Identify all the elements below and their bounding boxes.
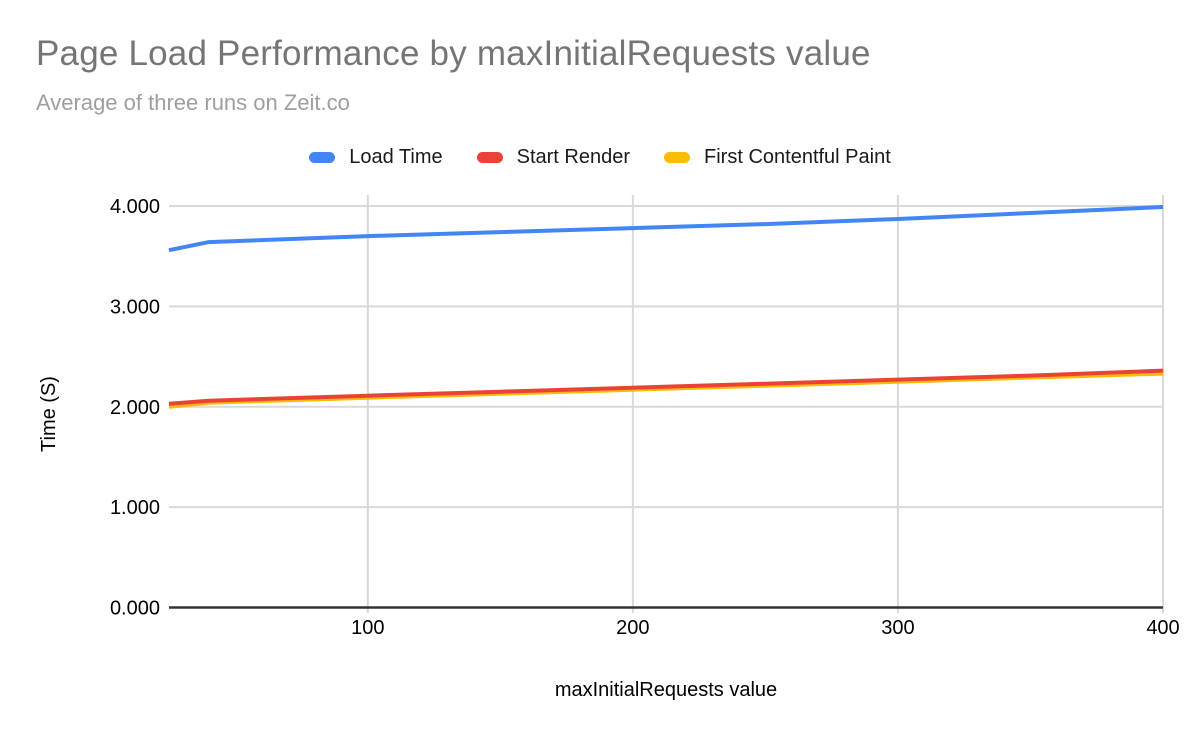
series-line-first-contentful-paint <box>168 371 1164 409</box>
y-tick-label: 3.000 <box>110 296 160 318</box>
x-axis-title: maxInitialRequests value <box>554 679 778 701</box>
chart-title: Page Load Performance by maxInitialReque… <box>36 34 871 73</box>
series-line-load-time <box>168 205 1164 253</box>
y-tick-label: 4.000 <box>110 196 160 218</box>
legend-item-first-contentful-paint: First Contentful Paint <box>664 146 891 169</box>
series-line-start-render <box>168 368 1164 406</box>
legend-item-start-render: Start Render <box>476 145 631 169</box>
x-tick-label: 400 <box>1146 617 1179 639</box>
y-tick-label: 0.000 <box>110 598 160 620</box>
x-tick-label: 100 <box>351 617 384 639</box>
legend-item-load-time: Load Time <box>309 145 443 169</box>
y-axis-title: Time (S) <box>38 376 60 452</box>
x-tick-label: 200 <box>616 617 649 639</box>
x-tick-label: 300 <box>881 617 914 639</box>
legend-swatch-icon <box>309 151 336 163</box>
legend-label: Load Time <box>349 145 443 168</box>
legend-swatch-icon <box>476 151 503 163</box>
legend-label: First Contentful Paint <box>704 145 891 168</box>
chart-subtitle: Average of three runs on Zeit.co <box>36 90 350 115</box>
y-tick-label: 1.000 <box>110 497 160 519</box>
legend-label: Start Render <box>516 145 631 168</box>
y-tick-label: 2.000 <box>110 397 160 419</box>
legend-swatch-icon <box>664 151 691 163</box>
legend: Load Time Start Render First Contentful … <box>0 144 1200 170</box>
